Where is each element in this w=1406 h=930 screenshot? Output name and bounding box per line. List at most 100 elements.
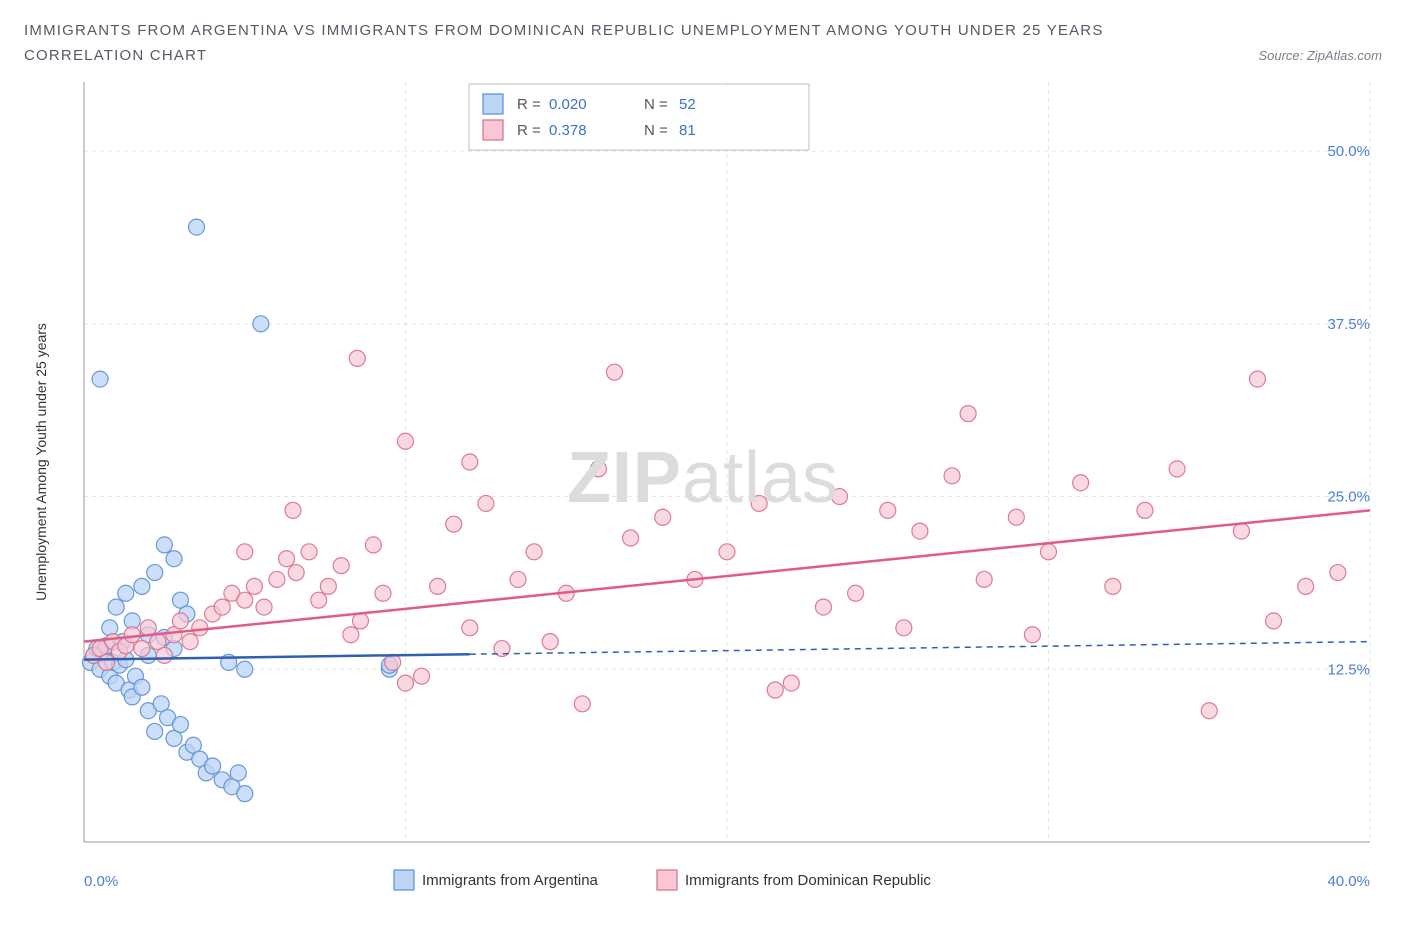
point-dominican — [606, 364, 622, 380]
point-argentina — [147, 564, 163, 580]
point-argentina — [237, 661, 253, 677]
point-argentina — [156, 536, 172, 552]
y-tick-label: 12.5% — [1327, 661, 1370, 678]
point-dominican — [1137, 502, 1153, 518]
point-dominican — [510, 571, 526, 587]
point-dominican — [719, 543, 735, 559]
point-dominican — [237, 592, 253, 608]
legend-r-label: R = — [517, 96, 541, 113]
point-dominican — [1041, 543, 1057, 559]
chart-header: IMMIGRANTS FROM ARGENTINA VS IMMIGRANTS … — [24, 20, 1382, 64]
point-dominican — [1105, 578, 1121, 594]
legend-n-label: N = — [644, 122, 668, 139]
legend-swatch — [483, 120, 503, 140]
subtitle-row: CORRELATION CHART Source: ZipAtlas.com — [24, 47, 1382, 64]
y-tick-label: 50.0% — [1327, 143, 1370, 160]
legend-r-value: 0.020 — [549, 96, 587, 113]
point-dominican — [1169, 460, 1185, 476]
point-dominican — [343, 626, 359, 642]
point-argentina — [230, 764, 246, 780]
chart-title: IMMIGRANTS FROM ARGENTINA VS IMMIGRANTS … — [24, 20, 1382, 43]
point-dominican — [398, 675, 414, 691]
point-dominican — [398, 433, 414, 449]
point-dominican — [960, 405, 976, 421]
point-dominican — [462, 619, 478, 635]
point-dominican — [1249, 371, 1265, 387]
point-dominican — [880, 502, 896, 518]
point-dominican — [192, 619, 208, 635]
point-argentina — [92, 371, 108, 387]
legend-r-label: R = — [517, 122, 541, 139]
point-dominican — [385, 654, 401, 670]
point-dominican — [1008, 509, 1024, 525]
point-dominican — [333, 557, 349, 573]
point-dominican — [237, 543, 253, 559]
legend-swatch — [483, 94, 503, 114]
point-dominican — [1024, 626, 1040, 642]
point-dominican — [783, 675, 799, 691]
point-dominican — [832, 488, 848, 504]
point-dominican — [246, 578, 262, 594]
y-tick-label: 37.5% — [1327, 315, 1370, 332]
legend-bottom-label: Immigrants from Argentina — [422, 872, 599, 889]
point-dominican — [288, 564, 304, 580]
point-argentina — [134, 578, 150, 594]
scatter-chart: 12.5%25.0%37.5%50.0%0.0%40.0%Unemploymen… — [24, 72, 1382, 892]
point-dominican — [944, 467, 960, 483]
point-dominican — [815, 599, 831, 615]
point-dominican — [478, 495, 494, 511]
source-link[interactable]: ZipAtlas.com — [1307, 48, 1382, 63]
y-axis-title: Unemployment Among Youth under 25 years — [33, 323, 49, 601]
legend-bottom-label: Immigrants from Dominican Republic — [685, 872, 931, 889]
point-dominican — [301, 543, 317, 559]
legend-bottom-swatch — [394, 870, 414, 890]
point-dominican — [462, 454, 478, 470]
point-dominican — [542, 633, 558, 649]
point-dominican — [574, 695, 590, 711]
legend-r-value: 0.378 — [549, 122, 587, 139]
point-dominican — [767, 682, 783, 698]
point-dominican — [655, 509, 671, 525]
point-dominican — [156, 647, 172, 663]
point-argentina — [166, 550, 182, 566]
point-argentina — [118, 585, 134, 601]
point-argentina — [172, 716, 188, 732]
point-argentina — [147, 723, 163, 739]
point-dominican — [912, 523, 928, 539]
point-argentina — [189, 219, 205, 235]
point-dominican — [526, 543, 542, 559]
point-dominican — [172, 612, 188, 628]
point-dominican — [848, 585, 864, 601]
point-dominican — [1073, 474, 1089, 490]
x-tick-label: 40.0% — [1327, 873, 1370, 890]
point-dominican — [352, 612, 368, 628]
point-dominican — [375, 585, 391, 601]
point-dominican — [414, 668, 430, 684]
point-dominican — [1266, 612, 1282, 628]
point-dominican — [365, 536, 381, 552]
point-dominican — [311, 592, 327, 608]
point-argentina — [108, 599, 124, 615]
legend-n-value: 52 — [679, 96, 696, 113]
source-prefix: Source: — [1258, 48, 1306, 63]
point-dominican — [751, 495, 767, 511]
point-dominican — [590, 460, 606, 476]
point-argentina — [237, 785, 253, 801]
y-tick-label: 25.0% — [1327, 488, 1370, 505]
point-argentina — [134, 679, 150, 695]
point-dominican — [446, 516, 462, 532]
point-dominican — [896, 619, 912, 635]
trendline-argentina-dashed — [470, 641, 1370, 654]
legend-box — [469, 84, 809, 150]
point-dominican — [349, 350, 365, 366]
point-dominican — [124, 626, 140, 642]
point-dominican — [1233, 523, 1249, 539]
point-dominican — [134, 640, 150, 656]
point-argentina — [253, 315, 269, 331]
point-dominican — [1330, 564, 1346, 580]
point-dominican — [976, 571, 992, 587]
point-argentina — [205, 758, 221, 774]
legend-bottom-swatch — [657, 870, 677, 890]
legend-n-value: 81 — [679, 122, 696, 139]
point-dominican — [1201, 702, 1217, 718]
